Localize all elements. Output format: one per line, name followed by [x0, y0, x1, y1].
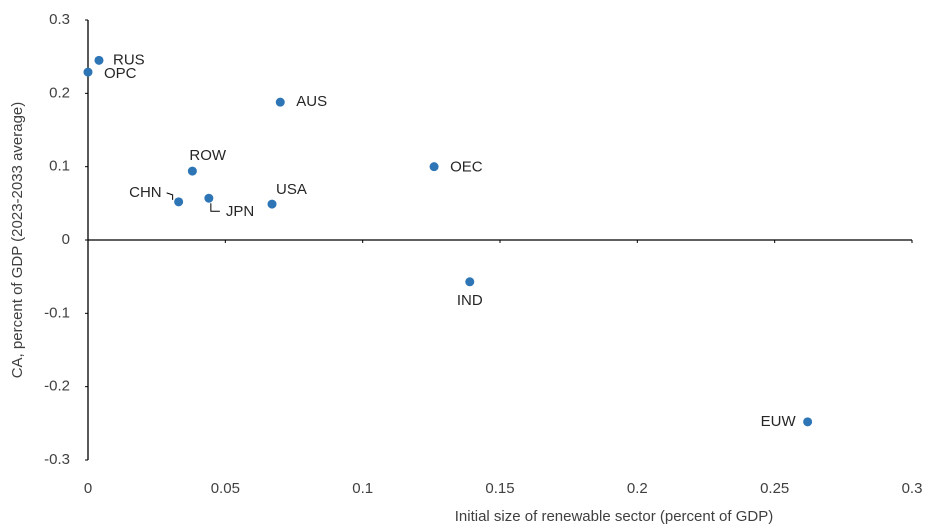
- point: [83, 67, 93, 77]
- y-axis-title: CA, percent of GDP (2023-2033 average): [9, 102, 26, 379]
- x-tick-label: 0.25: [760, 480, 789, 497]
- point: [187, 166, 197, 176]
- y-tick-label: 0: [62, 231, 70, 248]
- point: [94, 55, 104, 65]
- y-tick-label: 0.1: [49, 158, 70, 175]
- point: [204, 193, 214, 203]
- point-label: ROW: [189, 147, 227, 164]
- leader-line: [166, 192, 174, 200]
- y-tick-label: -0.2: [44, 378, 70, 395]
- x-tick-label: 0.3: [902, 480, 923, 497]
- point-label: OEC: [450, 159, 483, 176]
- point: [275, 97, 285, 107]
- point-label: EUW: [761, 413, 797, 430]
- point-label: JPN: [226, 203, 254, 220]
- x-tick-label: 0.15: [485, 480, 514, 497]
- point: [174, 197, 184, 207]
- x-tick-label: 0.1: [352, 480, 373, 497]
- point-label: AUS: [296, 93, 327, 110]
- point-label: USA: [276, 181, 307, 198]
- y-tick-label: -0.3: [44, 451, 70, 468]
- y-tick-label: 0.2: [49, 84, 70, 101]
- point-label: IND: [457, 292, 483, 309]
- x-axis-title: Initial size of renewable sector (percen…: [455, 508, 773, 525]
- point: [465, 277, 475, 287]
- point: [803, 417, 813, 427]
- y-tick-label: 0.3: [49, 11, 70, 28]
- y-tick-label: -0.1: [44, 304, 70, 321]
- point: [267, 199, 277, 209]
- point: [429, 162, 439, 172]
- x-tick-label: 0: [84, 480, 92, 497]
- point-label: CHN: [129, 184, 162, 201]
- x-tick-label: 0.2: [627, 480, 648, 497]
- leader-line: [210, 203, 220, 212]
- point-label: RUS: [113, 51, 145, 68]
- point-label: OPC: [104, 65, 137, 82]
- x-tick-label: 0.05: [211, 480, 240, 497]
